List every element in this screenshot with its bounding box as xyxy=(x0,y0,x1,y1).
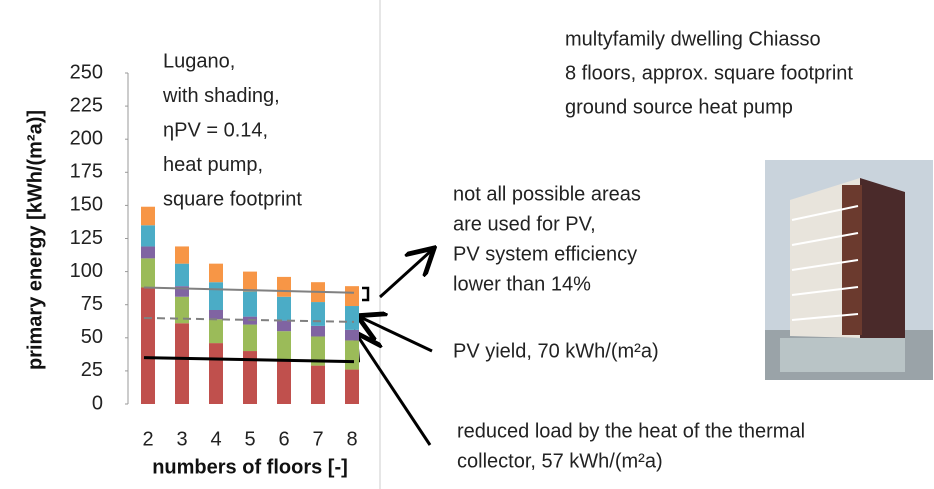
bar-segment xyxy=(311,302,325,326)
y-tick-label: 225 xyxy=(70,94,103,116)
bar-segment xyxy=(345,330,359,341)
bar-segment xyxy=(141,258,155,287)
bar-segment xyxy=(175,264,189,287)
y-tick-label: 50 xyxy=(81,326,103,348)
description: multyfamily dwelling Chiasso 8 floors, a… xyxy=(565,28,853,118)
y-tick-label: 100 xyxy=(70,260,103,282)
y-tick-label: 0 xyxy=(92,392,103,414)
x-tick-label: 5 xyxy=(244,428,255,450)
bar-segment xyxy=(209,264,223,283)
bar-segment xyxy=(209,319,223,343)
bracket xyxy=(362,288,368,300)
bar-segment xyxy=(345,306,359,330)
description-line: 8 floors, approx. square footprint xyxy=(565,62,853,84)
inset-line: Lugano, xyxy=(163,50,235,72)
annotation-pv-yield: PV yield, 70 kWh/(m²a) xyxy=(453,340,659,362)
x-tick-label: 3 xyxy=(176,428,187,450)
annotation-line: lower than 14% xyxy=(453,273,591,295)
bar-segment xyxy=(175,323,189,404)
description-line: ground source heat pump xyxy=(565,96,793,118)
bar-segment xyxy=(345,340,359,369)
y-tick-label: 200 xyxy=(70,127,103,149)
bar-segment xyxy=(141,225,155,246)
y-tick-label: 250 xyxy=(70,61,103,83)
slide: primary energy [kWh/(m²a)] numbers of fl… xyxy=(0,0,934,489)
bar-segment xyxy=(243,325,257,351)
bar-segment xyxy=(277,360,291,404)
y-tick-label: 125 xyxy=(70,227,103,249)
inset-line: with shading, xyxy=(162,85,280,107)
y-axis-title: primary energy [kWh/(m²a)] xyxy=(24,110,46,370)
annotation-line: not all possible areas xyxy=(453,183,641,205)
arrow xyxy=(360,317,432,351)
annotation-line: PV system efficiency xyxy=(453,243,637,265)
bar-segment xyxy=(209,343,223,404)
inset-text: Lugano, with shading, ηPV = 0.14, heat pum… xyxy=(162,50,302,210)
building-photo xyxy=(765,160,933,380)
annotation-line: are used for PV, xyxy=(453,213,596,235)
bar-segment xyxy=(277,297,291,321)
y-tick-label: 75 xyxy=(81,293,103,315)
y-tick-label: 25 xyxy=(81,359,103,381)
bar-segment xyxy=(141,207,155,226)
bar-segment xyxy=(243,272,257,292)
x-tick-label: 6 xyxy=(278,428,289,450)
bar-segment xyxy=(209,282,223,310)
annotation-line: collector, 57 kWh/(m²a) xyxy=(457,450,663,472)
bar-segment xyxy=(243,291,257,316)
description-line: multyfamily dwelling Chiasso xyxy=(565,28,821,50)
inset-line: ηPV = 0.14, xyxy=(163,119,268,141)
bar-segment xyxy=(345,286,359,306)
x-tick-label: 4 xyxy=(210,428,221,450)
y-tick-label: 175 xyxy=(70,161,103,183)
bar-segment xyxy=(277,277,291,297)
bar-segment xyxy=(141,246,155,258)
x-tick-label: 2 xyxy=(142,428,153,450)
arrows xyxy=(357,250,432,445)
x-tick-label: 7 xyxy=(312,428,323,450)
arrow xyxy=(380,250,432,297)
bar-segment xyxy=(277,331,291,360)
x-tick-label: 8 xyxy=(346,428,357,450)
bar-segment xyxy=(277,321,291,332)
y-tick-label: 150 xyxy=(70,194,103,216)
inset-line: square footprint xyxy=(163,188,302,210)
bar-segment xyxy=(175,246,189,263)
bar-segment xyxy=(311,366,325,404)
bar-segment xyxy=(141,287,155,404)
inset-line: heat pump, xyxy=(163,154,263,176)
annotation-efficiency: not all possible areas are used for PV, … xyxy=(453,183,641,295)
arrow xyxy=(357,335,430,445)
annotation-line: reduced load by the heat of the thermal xyxy=(457,420,805,442)
bar-segment xyxy=(209,310,223,319)
x-axis-title: numbers of floors [-] xyxy=(152,456,348,478)
bar-segment xyxy=(345,370,359,404)
bar-segment xyxy=(311,326,325,337)
